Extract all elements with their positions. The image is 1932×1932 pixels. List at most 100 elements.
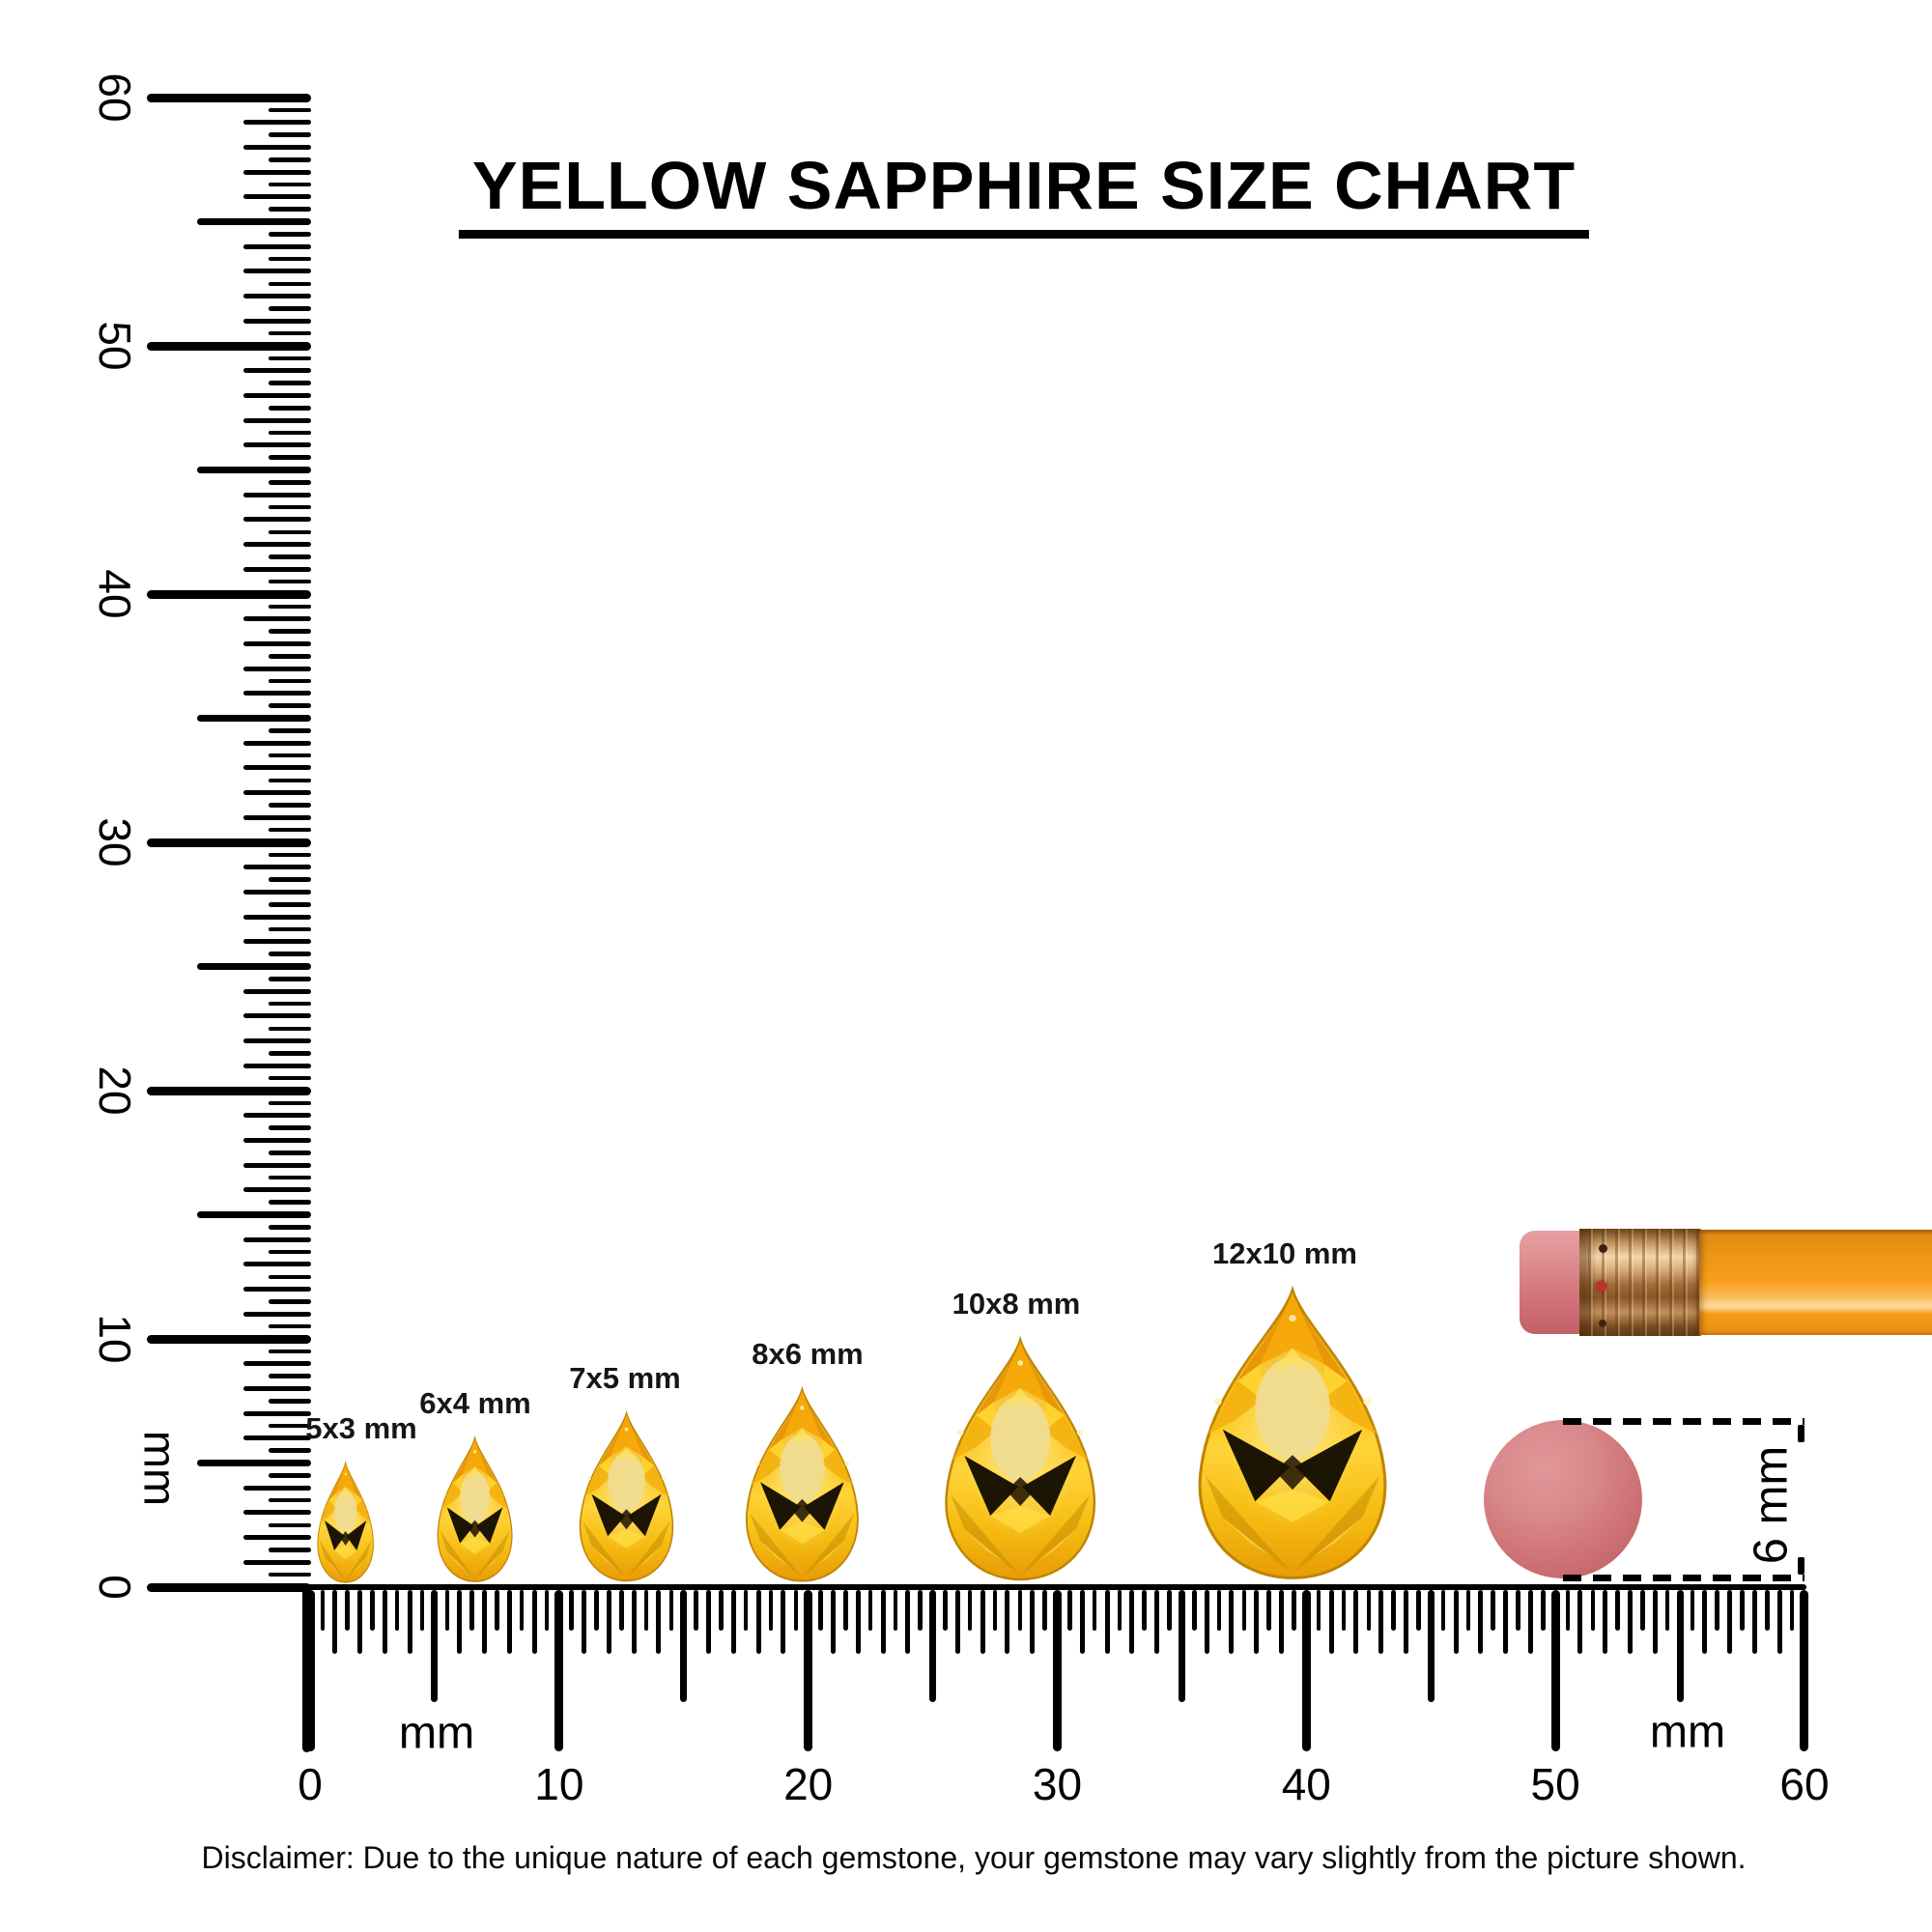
vertical-ruler-tick bbox=[243, 1236, 311, 1242]
horizontal-ruler-tick bbox=[1301, 1590, 1311, 1751]
horizontal-ruler-tick bbox=[407, 1590, 412, 1654]
horizontal-ruler-tick bbox=[880, 1590, 886, 1654]
vertical-ruler-tick bbox=[243, 1137, 311, 1143]
vertical-ruler-tick bbox=[269, 1349, 311, 1354]
horizontal-ruler-tick bbox=[305, 1590, 315, 1751]
vertical-ruler-tick bbox=[243, 169, 311, 175]
vertical-ruler-tick bbox=[197, 1211, 311, 1218]
pencil-image bbox=[1520, 1229, 1932, 1336]
horizontal-ruler-number: 60 bbox=[1779, 1759, 1830, 1809]
vertical-ruler-tick bbox=[269, 455, 311, 460]
vertical-ruler-tick bbox=[269, 1151, 311, 1155]
horizontal-ruler-tick bbox=[1478, 1590, 1484, 1654]
horizontal-ruler-tick bbox=[1378, 1590, 1384, 1654]
vertical-ruler-tick bbox=[269, 1522, 311, 1527]
vertical-ruler-number: 30 bbox=[90, 817, 140, 867]
horizontal-ruler-tick bbox=[1229, 1590, 1235, 1654]
horizontal-ruler-tick bbox=[1341, 1590, 1347, 1631]
pencil-eraser bbox=[1520, 1231, 1581, 1334]
horizontal-ruler-tick bbox=[631, 1590, 637, 1654]
gem-size-label: 5x3 mm bbox=[305, 1411, 417, 1445]
vertical-ruler-number: 50 bbox=[90, 321, 140, 371]
round-eraser-image bbox=[1484, 1420, 1642, 1578]
vertical-ruler-tick bbox=[243, 1535, 311, 1541]
horizontal-ruler-tick bbox=[668, 1590, 674, 1631]
vertical-ruler-tick bbox=[243, 616, 311, 622]
horizontal-ruler-tick bbox=[719, 1590, 724, 1631]
horizontal-ruler-tick bbox=[1453, 1590, 1459, 1654]
horizontal-ruler-tick bbox=[1550, 1590, 1560, 1751]
vertical-ruler-tick bbox=[243, 1063, 311, 1068]
vertical-ruler-tick bbox=[243, 640, 311, 646]
vertical-ruler-tick bbox=[243, 1013, 311, 1019]
vertical-ruler-tick bbox=[269, 926, 311, 932]
horizontal-ruler-tick bbox=[1154, 1590, 1160, 1654]
vertical-ruler-tick bbox=[269, 902, 311, 907]
horizontal-ruler-tick bbox=[867, 1590, 873, 1631]
vertical-ruler-tick bbox=[269, 406, 311, 411]
horizontal-ruler-tick bbox=[419, 1590, 425, 1631]
measure-dash-top bbox=[1563, 1418, 1804, 1425]
vertical-ruler-tick bbox=[243, 120, 311, 126]
horizontal-ruler-tick bbox=[457, 1590, 463, 1654]
horizontal-ruler-unit-left: mm bbox=[398, 1706, 475, 1758]
gem-illustration bbox=[579, 1412, 673, 1582]
vertical-ruler-tick bbox=[269, 604, 311, 610]
horizontal-ruler-tick bbox=[554, 1590, 564, 1751]
vertical-ruler-tick bbox=[269, 232, 311, 237]
vertical-ruler-tick bbox=[243, 1287, 311, 1293]
vertical-ruler-tick bbox=[243, 889, 311, 895]
horizontal-ruler-tick bbox=[320, 1590, 326, 1631]
horizontal-ruler-tick bbox=[519, 1590, 525, 1631]
vertical-ruler-tick bbox=[269, 1001, 311, 1007]
vertical-ruler-tick bbox=[269, 1249, 311, 1255]
vertical-ruler-tick bbox=[269, 1051, 311, 1056]
vertical-ruler-tick bbox=[269, 1423, 311, 1429]
horizontal-ruler-number: 20 bbox=[783, 1759, 834, 1809]
vertical-ruler-tick bbox=[243, 1559, 311, 1565]
gem-size-label: 10x8 mm bbox=[952, 1287, 1081, 1321]
horizontal-ruler-tick bbox=[1079, 1590, 1085, 1654]
horizontal-ruler-tick bbox=[594, 1590, 599, 1631]
vertical-ruler-tick bbox=[269, 554, 311, 559]
vertical-ruler-tick bbox=[269, 430, 311, 436]
horizontal-ruler-tick bbox=[1503, 1590, 1509, 1654]
vertical-ruler-tick bbox=[269, 1299, 311, 1304]
horizontal-ruler-tick bbox=[481, 1590, 487, 1654]
horizontal-ruler-tick bbox=[1776, 1590, 1782, 1654]
vertical-ruler-tick bbox=[243, 542, 311, 548]
horizontal-ruler-number: 30 bbox=[1032, 1759, 1083, 1809]
vertical-ruler-tick bbox=[269, 827, 311, 833]
horizontal-ruler-tick bbox=[1627, 1590, 1633, 1654]
horizontal-ruler-tick bbox=[643, 1590, 649, 1631]
vertical-ruler-tick bbox=[269, 654, 311, 659]
horizontal-ruler-tick bbox=[1241, 1590, 1247, 1631]
vertical-ruler-tick bbox=[147, 1334, 311, 1344]
vertical-ruler-tick bbox=[269, 753, 311, 758]
horizontal-ruler-tick bbox=[332, 1590, 338, 1654]
gem bbox=[308, 1461, 383, 1585]
measure-dash-stub-bottom bbox=[1798, 1557, 1804, 1575]
horizontal-ruler-tick bbox=[743, 1590, 749, 1631]
vertical-ruler-tick bbox=[147, 341, 311, 351]
pencil-ferrule bbox=[1579, 1229, 1701, 1336]
disclaimer-text: Disclaimer: Due to the unique nature of … bbox=[201, 1840, 1747, 1875]
horizontal-ruler-tick bbox=[495, 1590, 499, 1631]
gem-illustration bbox=[317, 1462, 375, 1583]
horizontal-ruler-baseline bbox=[307, 1584, 1806, 1590]
horizontal-ruler-tick bbox=[694, 1590, 698, 1631]
vertical-ruler-tick bbox=[243, 1038, 311, 1044]
horizontal-ruler-tick bbox=[1266, 1590, 1271, 1631]
gem-illustration bbox=[1198, 1289, 1387, 1580]
horizontal-ruler-tick bbox=[943, 1590, 948, 1631]
vertical-ruler-tick bbox=[269, 256, 311, 262]
horizontal-ruler-tick bbox=[1577, 1590, 1583, 1654]
horizontal-ruler-tick bbox=[1178, 1590, 1185, 1702]
horizontal-ruler-tick bbox=[1640, 1590, 1645, 1631]
measure-dash-stub-top bbox=[1798, 1425, 1804, 1442]
gem-size-label: 6x4 mm bbox=[419, 1386, 531, 1421]
horizontal-ruler-tick bbox=[804, 1590, 813, 1751]
horizontal-ruler-tick bbox=[730, 1590, 736, 1654]
horizontal-ruler-tick bbox=[506, 1590, 512, 1654]
